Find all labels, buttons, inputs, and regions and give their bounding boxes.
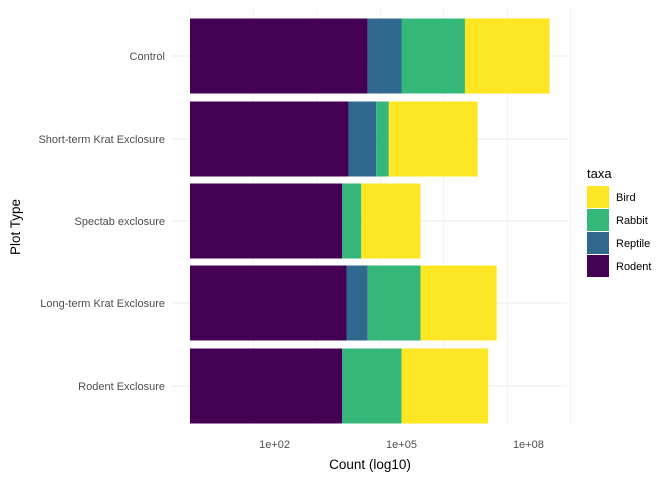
x-tick-label: 1e+08: [513, 439, 544, 451]
bar-short-term-krat-exclosure-rodent: [190, 101, 349, 177]
bar-short-term-krat-exclosure-reptile: [348, 101, 377, 177]
x-tick-label: 1e+05: [386, 439, 417, 451]
bar-long-term-krat-exclosure-rodent: [190, 265, 347, 341]
bar-spectab-exclosure-rabbit: [342, 183, 362, 259]
legend: taxa Bird Rabbit Reptile Rodent: [587, 166, 651, 277]
bar-rodent-exclosure-bird: [401, 348, 489, 424]
x-tick-label: 1e+02: [259, 439, 290, 451]
legend-swatch-bird: [587, 186, 609, 208]
y-tick-label: Spectab exclosure: [75, 216, 166, 228]
legend-swatch-rodent: [587, 255, 609, 277]
x-axis-tick-labels: 1e+02 1e+05 1e+08: [259, 439, 544, 451]
bar-spectab-exclosure-rodent: [190, 183, 343, 259]
bar-control-rodent: [190, 18, 368, 94]
legend-label-rodent: Rodent: [616, 261, 651, 273]
bar-spectab-exclosure-bird: [361, 183, 421, 259]
legend-label-rabbit: Rabbit: [616, 215, 648, 227]
y-axis-tick-labels: Control Short-term Krat Exclosure Spectab …: [38, 51, 165, 393]
bar-control-bird: [464, 18, 550, 94]
y-tick-label: Long-term Krat Exclosure: [40, 298, 165, 310]
bar-long-term-krat-exclosure-reptile: [346, 265, 368, 341]
bar-short-term-krat-exclosure-bird: [388, 101, 478, 177]
y-tick-label: Short-term Krat Exclosure: [38, 134, 165, 146]
y-tick-label: Control: [130, 51, 165, 63]
x-axis-title: Count (log10): [329, 457, 411, 472]
bar-rodent-exclosure-rabbit: [342, 348, 402, 424]
y-axis-title: Plot Type: [8, 199, 23, 255]
bar-long-term-krat-exclosure-bird: [420, 265, 497, 341]
bar-control-reptile: [367, 18, 402, 94]
y-tick-label: Rodent Exclosure: [78, 381, 165, 393]
legend-swatch-reptile: [587, 232, 609, 254]
bars: [190, 18, 550, 424]
bar-long-term-krat-exclosure-rabbit: [367, 265, 421, 341]
legend-label-bird: Bird: [616, 192, 636, 204]
legend-swatch-rabbit: [587, 209, 609, 231]
bar-short-term-krat-exclosure-rabbit: [376, 101, 389, 177]
legend-label-reptile: Reptile: [616, 238, 650, 250]
bar-control-rabbit: [401, 18, 465, 94]
legend-title: taxa: [587, 166, 612, 181]
bar-rodent-exclosure-rodent: [190, 348, 343, 424]
